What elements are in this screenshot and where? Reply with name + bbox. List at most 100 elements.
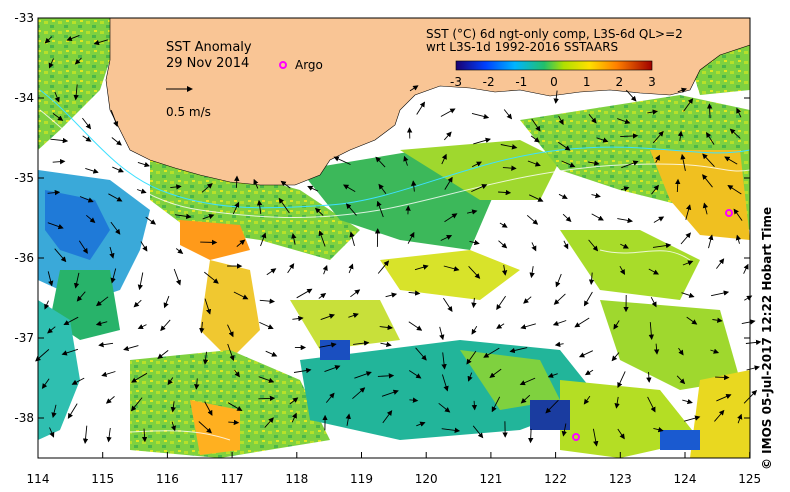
- current-vector: [416, 101, 425, 115]
- current-vector: [654, 154, 660, 163]
- argo-legend: Argo: [279, 58, 323, 72]
- current-vector: [558, 141, 571, 151]
- lon-tick: 114: [27, 452, 50, 486]
- lon-tick: 121: [479, 452, 502, 486]
- current-vector: [194, 378, 200, 390]
- current-vector: [319, 342, 337, 348]
- current-vector: [67, 403, 78, 419]
- current-vector: [716, 394, 732, 402]
- lon-tick-label: 118: [285, 472, 308, 486]
- current-vector: [204, 401, 213, 416]
- current-vector: [561, 160, 576, 168]
- current-vector: [648, 322, 655, 340]
- current-vector: [441, 352, 447, 370]
- current-vector: [98, 341, 114, 348]
- current-vector: [680, 232, 691, 245]
- current-vector: [258, 395, 276, 402]
- current-vector: [108, 193, 123, 202]
- lon-tick-label: 123: [609, 472, 632, 486]
- current-vector: [296, 288, 313, 299]
- argo-legend-label: Argo: [295, 58, 323, 72]
- current-vector: [382, 410, 393, 424]
- current-vector: [378, 183, 387, 194]
- current-vector: [414, 264, 429, 271]
- current-vector: [109, 246, 115, 259]
- current-vector: [625, 89, 637, 102]
- current-vector: [160, 319, 171, 332]
- current-vector: [743, 263, 749, 274]
- current-vector: [677, 130, 684, 141]
- current-vector: [523, 296, 532, 304]
- current-vector: [258, 376, 275, 383]
- current-vector: [444, 176, 453, 190]
- current-vector: [110, 221, 121, 235]
- current-vector: [170, 421, 177, 432]
- current-vector: [375, 156, 386, 168]
- current-vector: [133, 299, 142, 308]
- current-vector: [496, 295, 506, 311]
- current-vector: [343, 184, 356, 192]
- current-vector: [105, 396, 115, 404]
- current-vector: [653, 343, 660, 355]
- current-vector: [520, 394, 531, 404]
- colorbar-tick-label: 2: [616, 75, 624, 89]
- current-vector: [318, 292, 327, 299]
- current-vector: [232, 201, 240, 215]
- current-vector: [591, 192, 601, 199]
- current-vector: [47, 222, 64, 230]
- lon-tick-label: 120: [415, 472, 438, 486]
- current-vector: [620, 133, 639, 139]
- current-vector: [554, 341, 564, 347]
- current-vector: [650, 296, 657, 308]
- lon-tick: 119: [350, 452, 373, 486]
- current-vector: [702, 174, 713, 188]
- current-vector: [620, 186, 630, 192]
- current-vector: [471, 184, 488, 193]
- current-vector: [73, 272, 80, 289]
- current-vector: [611, 352, 620, 362]
- current-vector: [676, 375, 686, 385]
- current-vector: [291, 233, 297, 245]
- lon-tick-label: 114: [27, 472, 50, 486]
- current-vector: [443, 297, 453, 312]
- current-vector: [558, 193, 568, 199]
- current-vector: [588, 239, 599, 252]
- current-vector: [348, 263, 354, 274]
- lat-tick: -35: [14, 171, 750, 185]
- current-vector: [467, 372, 473, 382]
- current-vector: [318, 230, 326, 247]
- current-vector: [381, 389, 399, 397]
- current-vector: [683, 98, 694, 112]
- current-vector: [617, 428, 625, 440]
- current-vector: [71, 377, 85, 385]
- current-vector: [686, 316, 698, 325]
- current-vector: [136, 188, 147, 194]
- current-vector: [471, 400, 478, 411]
- current-vector: [530, 135, 540, 143]
- current-vector: [443, 265, 460, 272]
- current-vector: [527, 160, 541, 167]
- current-vector: [48, 58, 54, 69]
- current-vector: [440, 108, 456, 117]
- current-vector: [349, 231, 355, 247]
- current-vector: [141, 428, 148, 443]
- current-vector: [529, 194, 544, 202]
- current-vector: [140, 241, 148, 252]
- current-vector: [561, 423, 567, 437]
- current-vector: [291, 412, 297, 423]
- scale-legend: 0.5 m/s: [166, 86, 211, 119]
- current-vector: [441, 427, 461, 434]
- current-vector: [52, 158, 66, 165]
- current-vector: [558, 115, 564, 126]
- current-vector: [706, 132, 715, 145]
- current-vector: [236, 239, 246, 247]
- current-vector: [47, 271, 54, 287]
- current-vector: [588, 114, 597, 124]
- current-vector: [682, 260, 694, 266]
- copyright-mark: ©: [760, 458, 774, 470]
- current-vector: [617, 118, 631, 125]
- current-vector: [345, 413, 351, 426]
- lon-tick-label: 124: [674, 472, 697, 486]
- current-vector: [444, 213, 458, 223]
- colorbar: [455, 60, 653, 71]
